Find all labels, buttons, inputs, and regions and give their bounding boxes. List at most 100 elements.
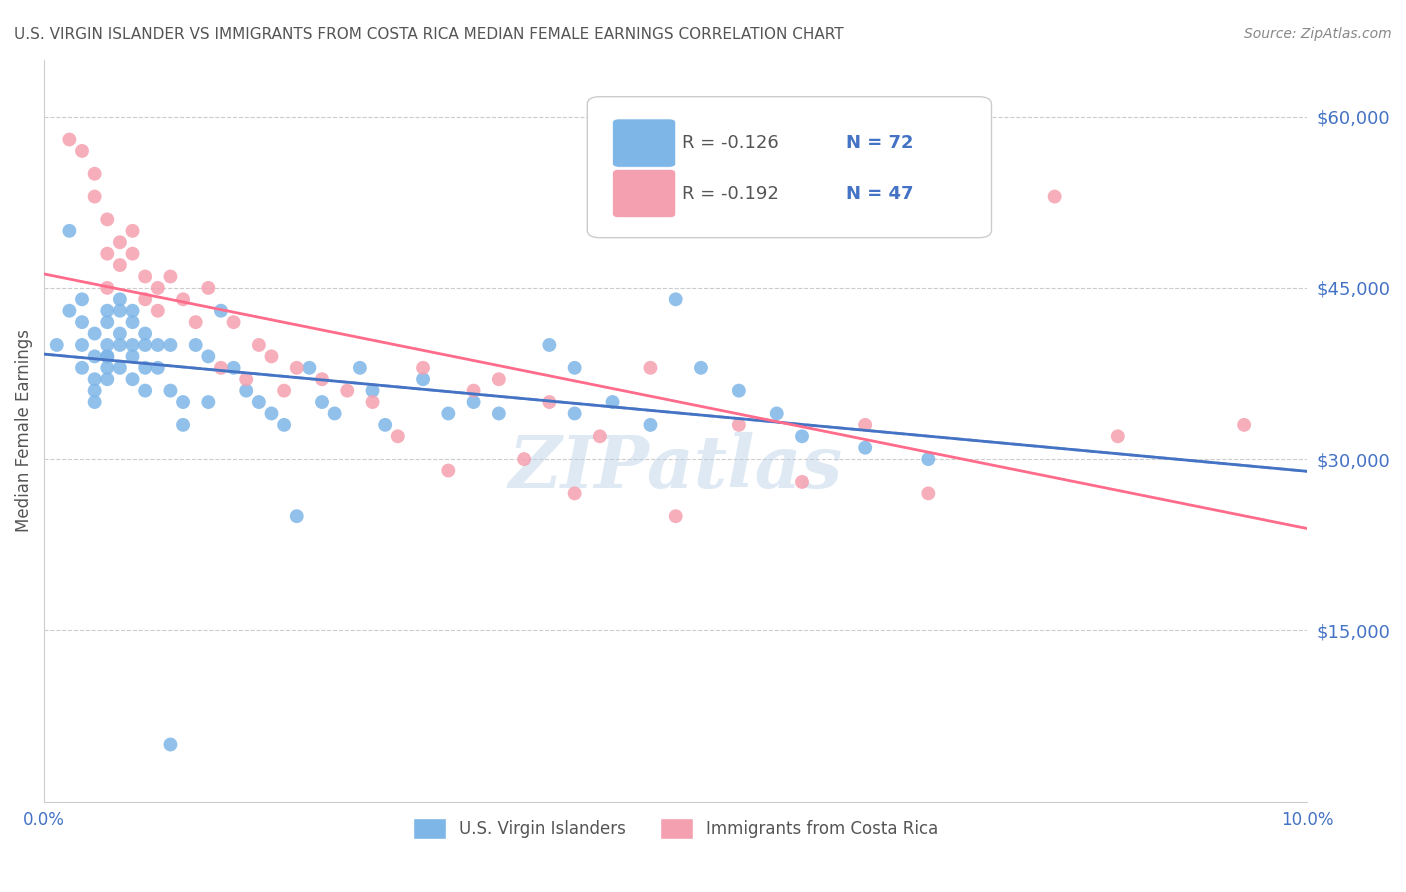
Point: [108, 235, 131, 250]
Point: [374, 417, 396, 432]
Point: [96, 303, 118, 318]
Point: [602, 395, 624, 409]
Point: [727, 417, 749, 432]
Point: [172, 293, 194, 307]
Point: [83, 189, 105, 203]
Point: [96, 360, 118, 375]
Point: [172, 395, 194, 409]
Point: [463, 395, 485, 409]
Point: [146, 281, 169, 295]
Point: [45, 338, 67, 352]
Point: [121, 246, 143, 260]
Point: [209, 303, 232, 318]
Point: [159, 338, 181, 352]
Point: [121, 303, 143, 318]
Point: [146, 338, 169, 352]
Point: [273, 384, 295, 398]
Point: [349, 360, 371, 375]
Point: [83, 372, 105, 386]
Point: [70, 338, 93, 352]
Point: [665, 509, 688, 524]
Point: [260, 350, 283, 364]
Point: [108, 293, 131, 307]
Text: N = 72: N = 72: [846, 135, 914, 153]
Point: [727, 384, 749, 398]
Point: [70, 293, 93, 307]
Point: [96, 350, 118, 364]
Point: [513, 452, 536, 467]
Point: [184, 315, 207, 329]
Point: [96, 246, 118, 260]
Point: [121, 224, 143, 238]
Text: R = -0.192: R = -0.192: [682, 185, 779, 202]
Point: [108, 326, 131, 341]
Point: [134, 293, 156, 307]
Text: Source: ZipAtlas.com: Source: ZipAtlas.com: [1244, 27, 1392, 41]
Point: [70, 144, 93, 158]
Point: [437, 407, 460, 421]
Point: [159, 384, 181, 398]
Point: [917, 486, 939, 500]
Point: [1233, 417, 1256, 432]
Point: [247, 338, 270, 352]
Point: [121, 338, 143, 352]
Point: [790, 429, 813, 443]
Point: [197, 395, 219, 409]
Point: [564, 486, 586, 500]
Point: [285, 360, 308, 375]
Point: [134, 360, 156, 375]
Point: [197, 350, 219, 364]
Point: [134, 269, 156, 284]
Point: [1107, 429, 1129, 443]
Point: [96, 315, 118, 329]
Point: [387, 429, 409, 443]
Point: [222, 360, 245, 375]
Point: [690, 360, 713, 375]
Point: [361, 384, 384, 398]
Point: [538, 338, 561, 352]
Point: [247, 395, 270, 409]
Text: N = 47: N = 47: [846, 185, 914, 202]
Point: [83, 326, 105, 341]
Point: [108, 338, 131, 352]
Point: [96, 372, 118, 386]
Point: [323, 407, 346, 421]
Point: [96, 338, 118, 352]
Point: [83, 384, 105, 398]
Point: [285, 509, 308, 524]
Point: [83, 395, 105, 409]
Point: [108, 360, 131, 375]
Point: [564, 360, 586, 375]
Point: [58, 303, 80, 318]
Point: [235, 372, 257, 386]
Point: [70, 360, 93, 375]
Point: [1043, 189, 1066, 203]
Point: [538, 395, 561, 409]
Point: [83, 167, 105, 181]
Point: [273, 417, 295, 432]
Text: R = -0.126: R = -0.126: [682, 135, 779, 153]
Point: [209, 360, 232, 375]
Point: [412, 372, 434, 386]
FancyBboxPatch shape: [613, 119, 676, 167]
Point: [412, 360, 434, 375]
Point: [121, 315, 143, 329]
Point: [58, 132, 80, 146]
Point: [108, 303, 131, 318]
Point: [917, 452, 939, 467]
Point: [197, 281, 219, 295]
Point: [437, 464, 460, 478]
Point: [134, 384, 156, 398]
Point: [463, 384, 485, 398]
Point: [640, 417, 662, 432]
Point: [83, 350, 105, 364]
Point: [159, 269, 181, 284]
Point: [146, 303, 169, 318]
Point: [70, 315, 93, 329]
Point: [298, 360, 321, 375]
FancyBboxPatch shape: [613, 169, 676, 218]
Point: [564, 407, 586, 421]
Point: [58, 224, 80, 238]
Point: [765, 407, 787, 421]
Point: [311, 395, 333, 409]
